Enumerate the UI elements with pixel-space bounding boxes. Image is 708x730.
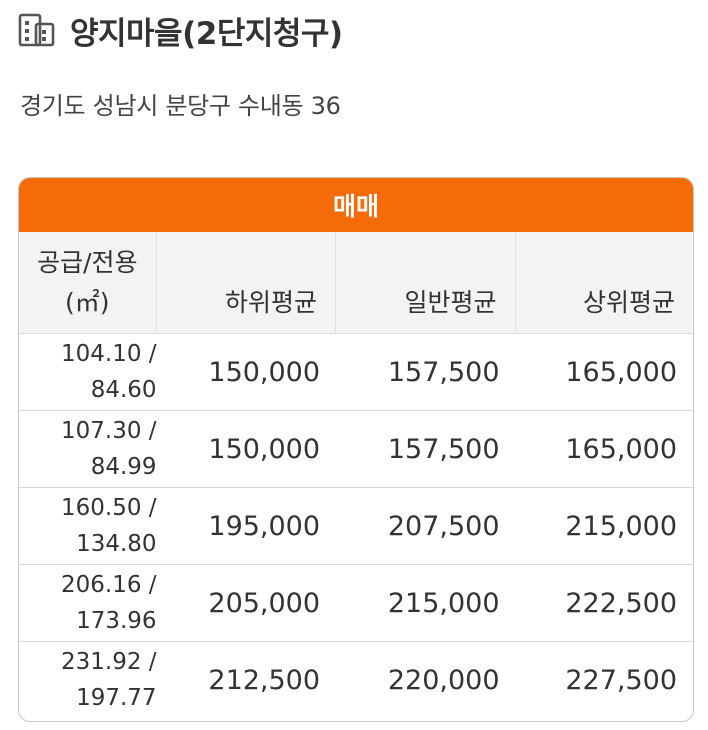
- building-icon: [18, 13, 55, 47]
- area-cell: 206.16 / 173.96: [19, 565, 157, 641]
- area-header-label: 공급/전용: [37, 247, 138, 277]
- mid-price-cell: 207,500: [387, 510, 500, 542]
- column-header-row: 공급/전용 (㎡) 하위평균 일반평균 상위평균: [19, 232, 693, 333]
- table-row: 104.10 / 84.60 150,000 157,500 165,000: [19, 333, 693, 410]
- supply-area: 231.92 /: [61, 649, 157, 675]
- mid-price-cell: 215,000: [387, 587, 500, 619]
- exclusive-area: 197.77: [76, 685, 157, 711]
- high-price-cell: 165,000: [565, 433, 678, 465]
- title-row: 양지마을(2단지청구): [18, 8, 343, 52]
- high-price-cell: 227,500: [565, 664, 678, 696]
- table-row: 107.30 / 84.99 150,000 157,500 165,000: [19, 410, 693, 487]
- low-price-cell: 195,000: [208, 510, 321, 542]
- mid-price-cell: 157,500: [387, 356, 500, 388]
- supply-area: 206.16 /: [61, 572, 157, 598]
- low-price-cell: 205,000: [208, 587, 321, 619]
- supply-area: 104.10 /: [61, 341, 157, 367]
- table-row: 206.16 / 173.96 205,000 215,000 222,500: [19, 564, 693, 641]
- area-cell: 231.92 / 197.77: [19, 642, 157, 718]
- table-row: 160.50 / 134.80 195,000 207,500 215,000: [19, 487, 693, 564]
- address-text: 경기도 성남시 분당구 수내동 36: [20, 92, 341, 120]
- low-price-cell: 150,000: [208, 356, 321, 388]
- high-price-cell: 215,000: [565, 510, 678, 542]
- mid-price-cell: 157,500: [387, 433, 500, 465]
- price-table: 매매 공급/전용 (㎡) 하위평균 일반평균 상위평균 104.10 / 84.…: [18, 177, 694, 722]
- high-price-cell: 222,500: [565, 587, 678, 619]
- trade-type-header: 매매: [19, 178, 693, 232]
- area-cell: 107.30 / 84.99: [19, 411, 157, 487]
- low-price-cell: 150,000: [208, 433, 321, 465]
- supply-area: 107.30 /: [61, 418, 157, 444]
- table-row: 231.92 / 197.77 212,500 220,000 227,500: [19, 641, 693, 718]
- area-header-unit: (㎡): [65, 287, 110, 317]
- column-header-mid: 일반평균: [336, 232, 516, 333]
- supply-area: 160.50 /: [61, 495, 157, 521]
- exclusive-area: 84.60: [90, 377, 157, 403]
- area-cell: 104.10 / 84.60: [19, 334, 157, 410]
- page-title: 양지마을(2단지청구): [70, 15, 343, 52]
- column-header-high: 상위평균: [583, 288, 676, 317]
- exclusive-area: 134.80: [76, 531, 157, 557]
- mid-price-cell: 220,000: [387, 664, 500, 696]
- high-price-cell: 165,000: [565, 356, 678, 388]
- exclusive-area: 173.96: [76, 608, 157, 634]
- area-cell: 160.50 / 134.80: [19, 488, 157, 564]
- low-price-cell: 212,500: [208, 664, 321, 696]
- column-header-low: 하위평균: [157, 232, 337, 333]
- exclusive-area: 84.99: [90, 454, 157, 480]
- column-header-area: 공급/전용 (㎡): [19, 232, 157, 333]
